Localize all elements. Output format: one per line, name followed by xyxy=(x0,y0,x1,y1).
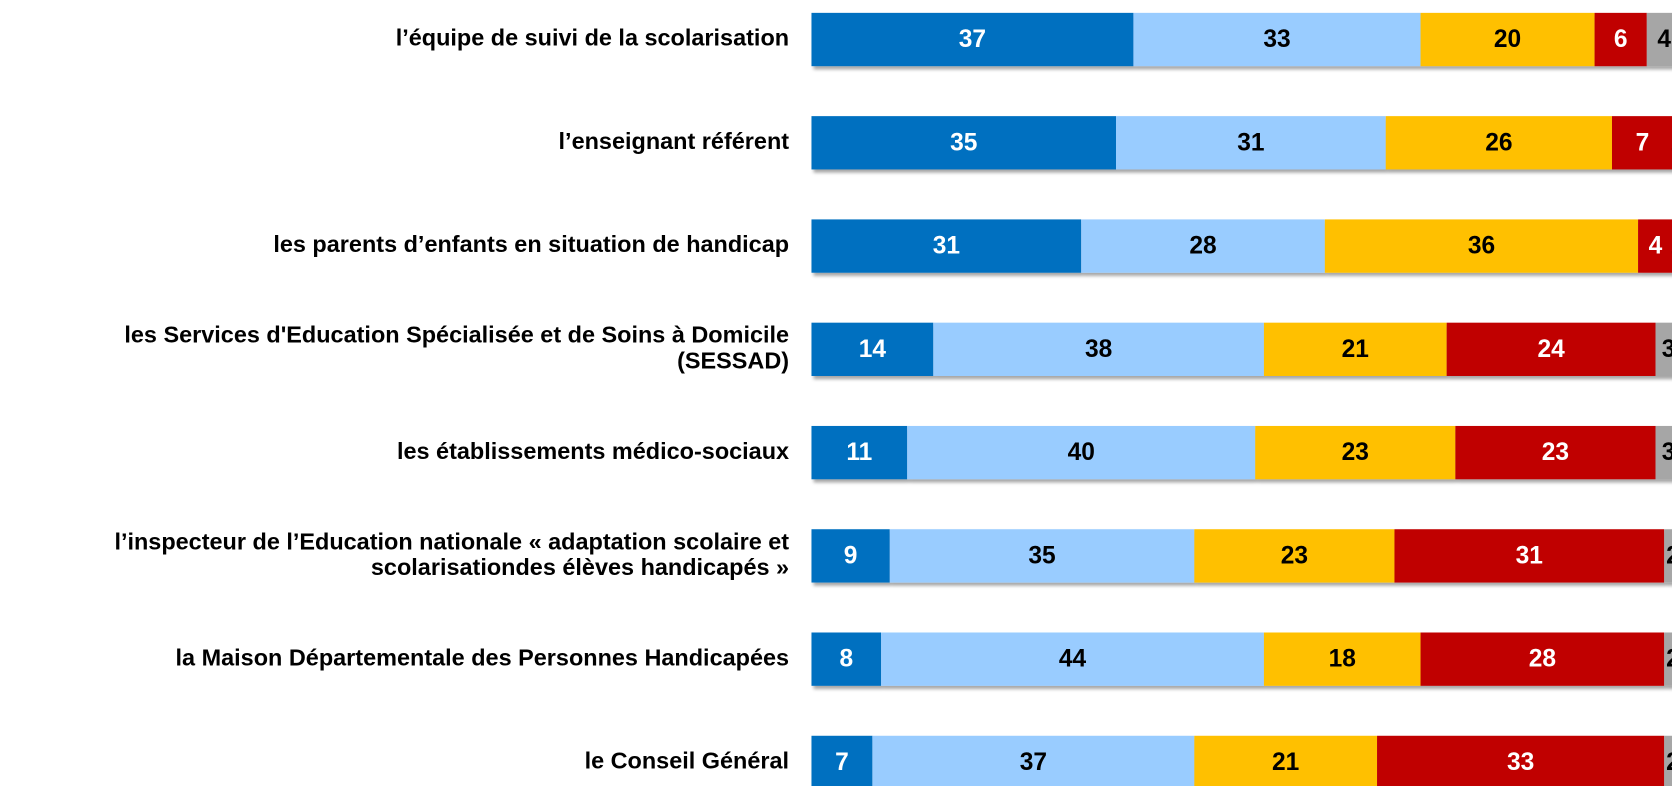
bar-segment xyxy=(1263,632,1421,686)
value-label: 4 xyxy=(1657,26,1671,53)
bar-segment xyxy=(872,735,1195,786)
value-label: 33 xyxy=(1263,26,1290,53)
value-label: 3 xyxy=(1662,439,1672,466)
bar-row xyxy=(811,116,1672,170)
bar-segment xyxy=(811,425,908,480)
bar-row xyxy=(811,219,1672,273)
value-label: 35 xyxy=(950,129,977,156)
value-label: 33 xyxy=(1507,749,1534,776)
value-label: 37 xyxy=(959,26,986,53)
value-label: 23 xyxy=(1281,542,1308,569)
bar-segment xyxy=(1263,322,1447,376)
bar-segment xyxy=(1420,632,1665,686)
bar-segment xyxy=(1638,219,1672,273)
bar-segment xyxy=(1394,529,1665,583)
category-label: l’inspecteur de l’Education nationale « … xyxy=(114,528,789,554)
bar-segment xyxy=(1655,425,1672,480)
bar-segment xyxy=(811,632,882,686)
value-label: 14 xyxy=(859,336,887,363)
category-label: scolarisationdes élèves handicapés » xyxy=(371,554,789,580)
bar-segment xyxy=(811,219,1082,273)
value-label: 9 xyxy=(844,542,858,569)
value-label: 21 xyxy=(1342,336,1369,363)
value-label: 37 xyxy=(1020,749,1047,776)
category-label: les établissements médico-sociaux xyxy=(397,438,789,464)
value-label: 21 xyxy=(1272,749,1299,776)
value-label: 38 xyxy=(1085,336,1112,363)
value-label: 23 xyxy=(1542,439,1569,466)
bar-segment xyxy=(811,12,1134,67)
bar-row xyxy=(811,425,1672,480)
bar-segment xyxy=(1446,322,1656,376)
value-label: 31 xyxy=(1516,542,1543,569)
bar-segment xyxy=(907,425,1256,480)
value-label: 26 xyxy=(1485,129,1512,156)
value-label: 24 xyxy=(1537,336,1565,363)
category-label: l’enseignant référent xyxy=(559,128,790,154)
category-label: les parents d’enfants en situation de ha… xyxy=(273,231,789,257)
bar-segment xyxy=(811,735,873,786)
bar-segment xyxy=(811,116,1117,170)
value-label: 20 xyxy=(1494,26,1521,53)
value-label: 18 xyxy=(1329,646,1356,673)
bar-segment xyxy=(811,529,890,583)
bar-segment xyxy=(1081,219,1325,273)
value-label: 40 xyxy=(1068,439,1095,466)
bar-segment xyxy=(1324,219,1639,273)
value-label: 23 xyxy=(1342,439,1369,466)
value-label: 1 xyxy=(1670,233,1672,260)
value-label: 11 xyxy=(846,439,872,466)
value-label: 31 xyxy=(933,233,960,260)
bar-row xyxy=(811,632,1672,686)
value-label: 6 xyxy=(1614,26,1628,53)
value-label: 2 xyxy=(1666,542,1672,569)
bar-segment xyxy=(1255,425,1456,480)
bar-segment xyxy=(933,322,1264,376)
value-label: 31 xyxy=(1237,129,1264,156)
bar-segment xyxy=(1594,12,1647,67)
value-label: 44 xyxy=(1059,646,1087,673)
value-label: 4 xyxy=(1649,233,1663,260)
bar-segment xyxy=(889,529,1195,583)
category-label: le Conseil Général xyxy=(585,748,790,774)
bar-row xyxy=(811,529,1672,583)
value-label: 3 xyxy=(1662,336,1672,363)
bar-segment xyxy=(811,322,934,376)
category-label: les Services d'Education Spécialisée et … xyxy=(124,322,789,348)
value-label: 8 xyxy=(839,646,853,673)
bar-segment xyxy=(1377,735,1665,786)
bar-row xyxy=(811,12,1672,67)
value-label: 28 xyxy=(1529,646,1556,673)
bar-segment xyxy=(1664,735,1672,786)
bar-row xyxy=(811,735,1672,786)
bar-segment xyxy=(1611,116,1672,170)
bar-segment xyxy=(1664,529,1672,583)
value-label: 2 xyxy=(1666,749,1672,776)
bar-segment xyxy=(1646,12,1672,67)
category-label: la Maison Départementale des Personnes H… xyxy=(176,644,790,670)
category-label: l’équipe de suivi de la scolarisation xyxy=(396,25,789,51)
bar-segment xyxy=(1385,116,1612,170)
bar-segment xyxy=(881,632,1264,686)
value-label: 35 xyxy=(1028,542,1055,569)
bar-segment xyxy=(1420,12,1595,67)
bar-segment xyxy=(1194,529,1395,583)
bar-row xyxy=(811,322,1672,376)
bar-segment xyxy=(1194,735,1378,786)
value-label: 2 xyxy=(1666,646,1672,673)
value-label: 1 xyxy=(1670,129,1672,156)
value-label: 36 xyxy=(1468,233,1495,260)
value-label: 28 xyxy=(1189,233,1216,260)
bar-segment xyxy=(1655,322,1672,376)
bar-segment xyxy=(1133,12,1421,67)
value-label: 7 xyxy=(1636,129,1650,156)
bar-segment xyxy=(1116,116,1386,170)
value-label: 7 xyxy=(835,749,849,776)
bar-segment xyxy=(1455,425,1656,480)
bar-segment xyxy=(1664,632,1672,686)
category-label: (SESSAD) xyxy=(677,347,789,373)
